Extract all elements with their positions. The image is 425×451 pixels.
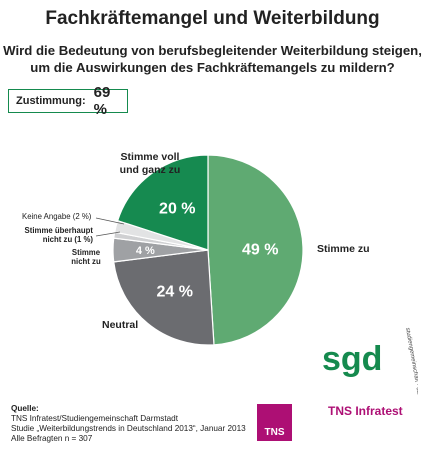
source-text: TNS Infratest/Studiengemeinschaft Darmst… — [11, 414, 179, 423]
leader-line-ueberhaupt — [95, 231, 121, 237]
pie-slice-0 — [207, 154, 304, 346]
chart-subtitle: Wird die Bedeutung von berufsbegleitende… — [0, 42, 425, 76]
pie-value-label-2: 4 % — [136, 245, 155, 257]
label-nicht-zu-line1: Stimme — [72, 248, 101, 257]
chart-title: Fachkräftemangel und Weiterbildung — [45, 8, 380, 29]
leader-line-keine-angabe — [95, 217, 125, 225]
label-stimme-voll-line2: und ganz zu — [120, 164, 181, 176]
source-study: Studie „Weiterbildungstrends in Deutschl… — [11, 424, 246, 433]
sgd-logo-graphic: sgd studiengemeinschaft · darmstadt — [322, 327, 425, 414]
pie-slices — [112, 154, 304, 346]
category-labels: Stimme voll und ganz zu Keine Angabe (2 … — [22, 151, 370, 331]
source-note: Quelle: TNS Infratest/Studiengemeinschaf… — [11, 404, 246, 444]
label-stimme-zu: Stimme zu — [317, 243, 370, 255]
tns-infratest-logo-text: TNS Infratest — [328, 404, 403, 418]
label-ueberhaupt-line2: nicht zu (1 %) — [43, 235, 94, 244]
pie-slice-5 — [116, 154, 209, 251]
pie-value-labels: 49 % 24 % 4 % 20 % — [136, 201, 279, 301]
zustimmung-value: 69 % — [93, 84, 111, 118]
zustimmung-box: Zustimmung: 69 % — [8, 84, 128, 118]
label-ueberhaupt-line1: Stimme überhaupt — [25, 226, 94, 235]
zustimmung-label: Zustimmung: — [16, 95, 86, 107]
sgd-ring-text: studiengemeinschaft · darmstadt — [404, 327, 418, 395]
label-keine-angabe: Keine Angabe (2 %) — [22, 212, 92, 221]
pie-value-label-0: 49 % — [242, 241, 278, 258]
sgd-logo: sgd studiengemeinschaft · darmstadt — [318, 320, 425, 414]
question-line-2: um die Auswirkungen des Fachkräftemangel… — [30, 60, 395, 75]
question-line-1: Wird die Bedeutung von berufsbegleitende… — [3, 43, 422, 58]
label-neutral: Neutral — [102, 319, 138, 331]
label-nicht-zu-line2: nicht zu — [71, 257, 101, 266]
tns-logo-box: TNS — [257, 404, 292, 441]
pie-slice-1 — [113, 249, 215, 346]
sgd-logo-text: sgd — [322, 340, 382, 378]
label-stimme-voll-line1: Stimme voll — [121, 151, 180, 163]
leader-lines — [95, 217, 125, 237]
pie-value-label-1: 24 % — [156, 283, 192, 300]
source-base: Alle Befragten n = 307 — [11, 434, 93, 443]
pie-value-label-5: 20 % — [159, 201, 195, 218]
source-label: Quelle: — [11, 404, 39, 413]
